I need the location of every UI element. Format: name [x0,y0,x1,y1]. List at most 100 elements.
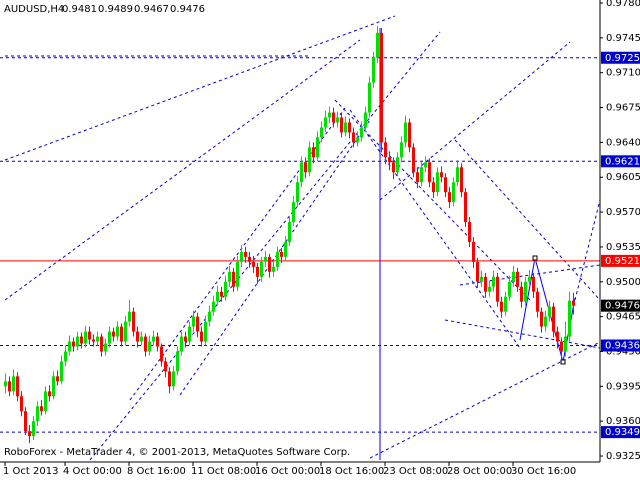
title-value: 0.9467 [134,4,169,15]
plot [0,25,600,444]
candle-body [412,147,415,173]
level-box [601,51,640,64]
y-tick-label: 0.9640 [606,137,640,148]
candle-body [548,306,551,317]
candle-body [96,336,99,342]
candle-body [136,331,139,342]
candle-body [308,147,311,173]
candle-body [324,117,327,128]
candle-body [424,162,427,168]
candle-body [460,167,463,193]
candle-body [240,251,243,262]
candle-body [556,331,559,342]
footer: RoboForex - MetaTrader 4, © 2001-2013, M… [4,447,350,458]
y-tick-label: 0.9745 [606,33,640,44]
candle-body [256,266,259,277]
candle-body [16,376,19,397]
y-tick-label: 0.9570 [606,207,640,218]
candle-body [492,276,495,287]
x-tick-label: 16 Oct 00:00 [255,466,320,477]
candle-body [192,316,195,327]
candle-body [328,112,331,118]
candle-body [408,122,411,148]
candle-body [420,167,423,183]
candle-body [200,331,203,342]
candle-body [300,162,303,183]
title-value: 0.9489 [98,4,133,15]
candle-body [516,271,519,287]
candle-body [440,172,443,178]
level-box [601,426,640,439]
title-value: 0.9476 [170,4,205,15]
candle-body [380,32,383,143]
candle-body [64,351,67,362]
candle-body [244,251,247,257]
candle-body [160,346,163,362]
candle-body [196,316,199,332]
candle-body [332,112,335,123]
trendline [349,109,521,349]
candle-body [376,32,379,58]
level-label: 0.9621 [605,156,640,167]
trendline [574,199,601,301]
y-tick-label: 0.9605 [606,172,640,183]
candle-body [264,256,267,262]
candle-body [52,376,55,397]
candle-body [476,261,479,282]
candle-body [284,241,287,257]
candle-body [248,256,251,262]
candle-body [236,261,239,287]
candle-body [40,406,43,412]
x-tick-label: 18 Oct 16:00 [319,466,384,477]
candle-body [512,271,515,282]
candle-body [336,117,339,123]
x-tick-label: 11 Oct 08:00 [191,466,256,477]
candle-body [228,271,231,282]
y-tick-label: 0.9465 [606,312,640,323]
candle-body [204,321,207,342]
candle-body [28,431,31,437]
candle-body [428,162,431,183]
candle-body [292,202,295,223]
title-value: 0.9481 [62,4,97,15]
y-tick-label: 0.9325 [606,451,640,462]
candle-body [252,261,255,267]
candle-body [472,241,475,262]
candle-body [312,147,315,158]
point [560,359,566,365]
candle-body [468,222,471,242]
x-tick-label: 28 Oct 00:00 [447,466,512,477]
candle-body [60,361,63,382]
candle-body [8,381,11,392]
candle-body [120,326,123,342]
candle-body [168,371,171,387]
candle-body [364,112,367,128]
candle-body [56,376,59,382]
trendline [179,119,371,396]
candle-body [572,300,575,306]
level-box [601,339,640,352]
candle-body [372,57,375,83]
candle-body [144,336,147,352]
candle-body [564,336,567,352]
candle-body [504,296,507,312]
candle-body [32,421,35,437]
candle-body [128,311,131,322]
y-tick-label: 0.9675 [606,103,640,114]
candle-body [44,391,47,412]
candle-body [4,381,7,387]
candle-body [232,271,235,287]
trendline [89,31,441,461]
candle-body [272,266,275,272]
trendline [379,41,571,201]
level-label: 0.9436 [605,341,640,352]
candle-body [176,351,179,372]
candle-body [400,142,403,158]
y-tick-label: 0.9430 [606,346,640,357]
y-tick-label: 0.9535 [606,242,640,253]
y-tick-label: 0.9710 [606,68,640,79]
candle-body [348,122,351,133]
candle-body [172,371,175,387]
